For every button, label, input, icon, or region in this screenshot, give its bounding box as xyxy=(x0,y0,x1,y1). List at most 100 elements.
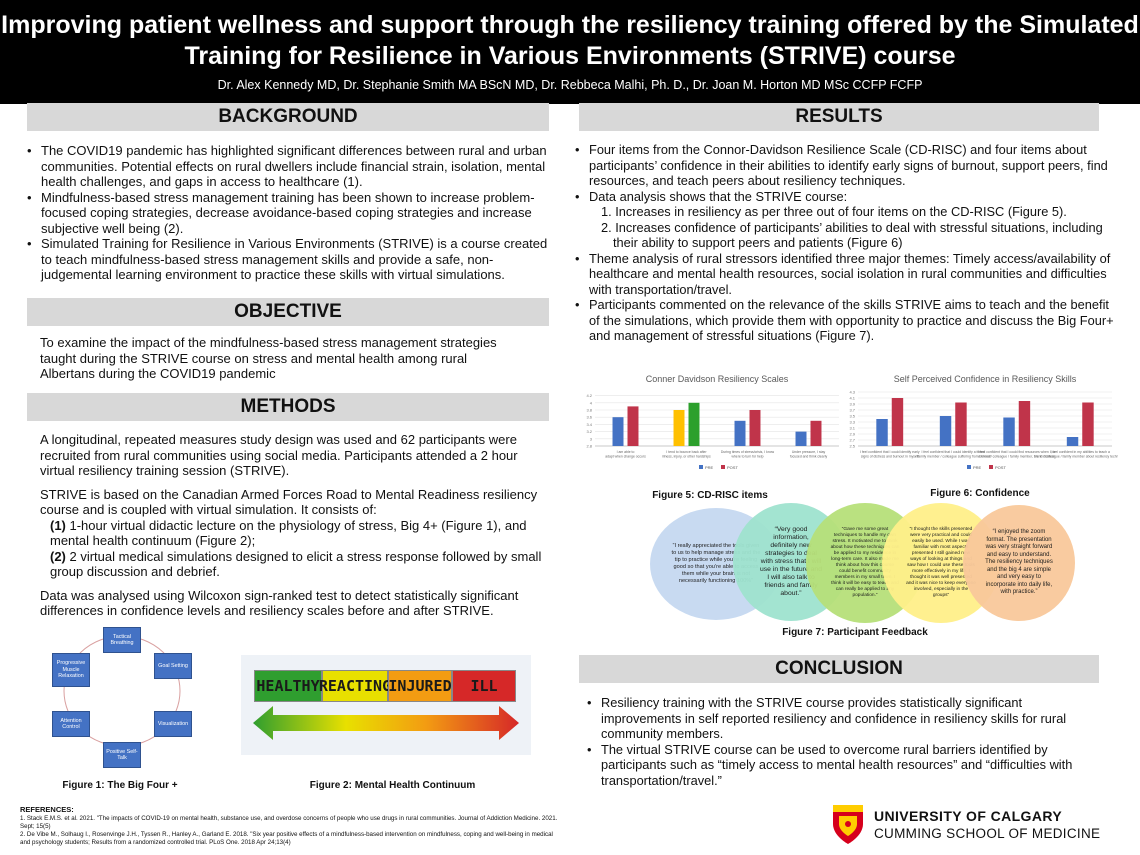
x-tick-label: signs of distress and burnout in myself xyxy=(861,455,919,459)
university-crest-icon xyxy=(833,805,863,844)
y-tick-label: 3.1 xyxy=(849,426,855,431)
figure-2-caption: Figure 2: Mental Health Continuum xyxy=(309,780,476,791)
bar-post xyxy=(891,398,904,446)
figure-1-caption: Figure 1: The Big Four + xyxy=(62,780,178,791)
figure-7-caption: Figure 7: Participant Feedback xyxy=(782,627,928,638)
results-sub-2: 2. Increases confidence of participants’… xyxy=(601,219,1103,251)
bar-pre xyxy=(612,417,624,446)
legend-swatch xyxy=(967,465,971,469)
background-bullet: The COVID19 pandemic has highlighted sig… xyxy=(27,143,549,190)
y-tick-label: 2.9 xyxy=(849,432,855,437)
title-banner: Improving patient wellness and support t… xyxy=(0,0,1140,104)
x-tick-label: During times of stress/crisis, I know xyxy=(721,450,775,454)
y-tick-label: 3.3 xyxy=(849,420,855,425)
methods-body: A longitudinal, repeated measures study … xyxy=(40,432,545,619)
legend-label: PRE xyxy=(973,465,982,470)
bar-pre xyxy=(876,419,888,446)
bar-pre xyxy=(939,416,952,446)
bar-pre xyxy=(1003,417,1015,446)
legend-swatch xyxy=(721,465,725,469)
x-tick-label: I am able to xyxy=(617,450,635,454)
logo-line-2: CUMMING SCHOOL OF MEDICINE xyxy=(874,826,1101,841)
y-tick-label: 3 xyxy=(590,436,593,441)
bar-pre xyxy=(795,431,807,446)
y-tick-label: 4.1 xyxy=(849,396,855,401)
big-four-node: Visualization xyxy=(154,711,192,737)
x-tick-label: where to turn for help xyxy=(731,455,763,459)
methods-analysis: Data was analysed using Wilcoxon sign-ra… xyxy=(40,587,519,619)
methods-item-number: (1) xyxy=(50,517,66,533)
chart-title: Self Perceived Confidence in Resiliency … xyxy=(894,374,1077,384)
reference-item: 2. De Vibe M., Solhaug I., Rosenvinge J.… xyxy=(20,831,553,846)
continuum-injured: INJURED xyxy=(388,670,452,702)
methods-item-2: (2) 2 virtual medical simulations design… xyxy=(40,549,545,580)
bar-post xyxy=(810,420,822,446)
confidence-chart: Self Perceived Confidence in Resiliency … xyxy=(849,374,1118,470)
y-tick-label: 3.5 xyxy=(849,414,855,419)
methods-item-text: 1-hour virtual didactic lecture on the p… xyxy=(50,517,527,549)
background-bullet: Simulated Training for Resilience in Var… xyxy=(27,236,549,283)
bar-post xyxy=(1082,402,1094,446)
methods-design: A longitudinal, repeated measures study … xyxy=(40,432,518,478)
bar-post xyxy=(749,410,761,446)
continuum-ill: ILL xyxy=(452,670,516,702)
y-tick-label: 3.6 xyxy=(586,415,592,420)
x-tick-label: / family member / colleague suffering fr… xyxy=(915,455,991,459)
y-tick-label: 3.4 xyxy=(586,422,592,427)
continuum-arrow xyxy=(253,706,519,740)
bar-post xyxy=(955,402,967,446)
y-tick-label: 4 xyxy=(590,400,593,405)
legend-swatch xyxy=(699,465,703,469)
legend-label: POST xyxy=(995,465,1006,470)
poster-authors: Dr. Alex Kennedy MD, Dr. Stephanie Smith… xyxy=(217,78,923,92)
background-bullet: Mindfulness-based stress management trai… xyxy=(27,190,549,237)
x-tick-label: friend / colleague / family member about… xyxy=(1034,455,1118,459)
methods-heading: METHODS xyxy=(27,393,549,421)
university-logo: UNIVERSITY OF CALGARY CUMMING SCHOOL OF … xyxy=(830,802,1130,850)
objective-text: To examine the impact of the mindfulness… xyxy=(40,335,497,381)
cdrisc-chart: Conner Davidson Resiliency Scales 2.8 3 3.2… xyxy=(586,374,839,470)
conclusion-heading: CONCLUSION xyxy=(579,655,1099,683)
x-tick-label: I feel confident in my abilities to teac… xyxy=(1051,450,1110,454)
continuum-healthy: HEALTHY xyxy=(254,670,322,702)
continuum-reacting: REACTING xyxy=(319,670,391,702)
figure-5-caption: Figure 5: CD-RISC items xyxy=(652,490,768,501)
conclusion-bullet: The virtual STRIVE course can be used to… xyxy=(587,742,1102,789)
bar-post xyxy=(627,406,639,446)
x-tick-label: Under pressure, I stay xyxy=(792,450,826,454)
figure-6-caption: Figure 6: Confidence xyxy=(930,488,1030,499)
y-tick-label: 2.5 xyxy=(849,444,855,449)
y-tick-label: 3.7 xyxy=(849,408,855,413)
poster-title: Improving patient wellness and support t… xyxy=(1,11,1139,70)
x-tick-label: focused and think clearly xyxy=(790,455,828,459)
bar-post xyxy=(1018,401,1031,446)
methods-item-1: (1) 1-hour virtual didactic lecture on t… xyxy=(40,518,545,549)
big-four-node: Positive Self-Talk xyxy=(103,742,141,768)
y-tick-label: 2.7 xyxy=(849,438,855,443)
x-tick-label: I feel confident that I could identify e… xyxy=(860,450,920,454)
results-bullet: Four items from the Connor-Davidson Resi… xyxy=(575,142,1120,189)
results-bullet: Participants commented on the relevance … xyxy=(575,297,1120,344)
logo-line-1: UNIVERSITY OF CALGARY xyxy=(874,808,1063,824)
results-bullet: Theme analysis of rural stressors identi… xyxy=(575,251,1120,298)
methods-strive: STRIVE is based on the Canadian Armed Fo… xyxy=(40,486,538,518)
results-heading: RESULTS xyxy=(579,103,1099,131)
bar-pre xyxy=(734,420,746,446)
y-tick-label: 4.2 xyxy=(586,393,592,398)
bar-pre xyxy=(673,410,685,446)
big-four-node: Goal Setting xyxy=(154,653,192,679)
references: REFERENCES: 1. Stack E.M.S. et al. 2021.… xyxy=(20,806,560,847)
bar-post xyxy=(688,402,700,446)
y-tick-label: 3.9 xyxy=(849,402,855,407)
x-tick-label: illness, injury, or other hardships xyxy=(662,455,711,459)
results-bullet: Data analysis shows that the STRIVE cour… xyxy=(575,189,1120,205)
results-sub-1: 1. Increases in resiliency as per three … xyxy=(601,204,1067,219)
legend-label: PRE xyxy=(705,465,714,470)
methods-item-number: (2) xyxy=(50,548,66,564)
y-tick-label: 3.2 xyxy=(586,429,592,434)
y-tick-label: 2.8 xyxy=(586,444,592,449)
objective-heading: OBJECTIVE xyxy=(27,298,549,326)
background-list: The COVID19 pandemic has highlighted sig… xyxy=(27,143,549,283)
x-tick-label: I tend to bounce back after xyxy=(666,450,707,454)
x-tick-label: a friend / colleague / family member, ar… xyxy=(978,455,1055,459)
